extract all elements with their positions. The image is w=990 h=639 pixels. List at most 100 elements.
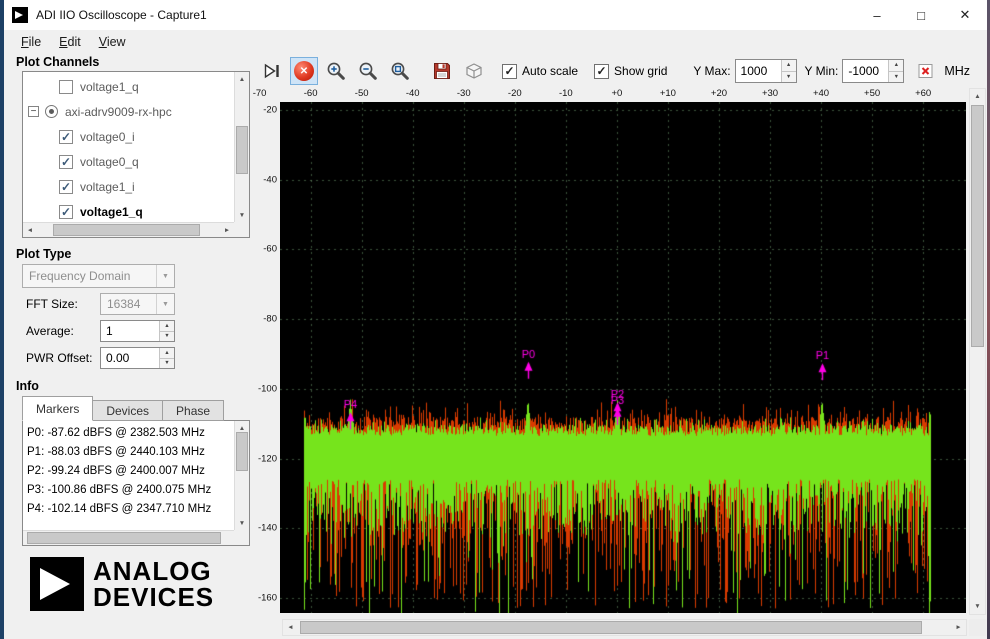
plot-type-label: Plot Type bbox=[16, 247, 72, 261]
close-plot-button[interactable] bbox=[912, 57, 940, 85]
collapse-icon[interactable]: − bbox=[28, 106, 39, 117]
scroll-up-icon[interactable]: ▲ bbox=[238, 424, 246, 432]
plot-vertical-scrollbar[interactable]: ▲ ▼ bbox=[969, 88, 986, 615]
spin-up-icon[interactable]: ▲ bbox=[160, 321, 174, 331]
x-axis-ticks: -70 -60 -50 -40 -30 -20 -10 +0 +10 +20 +30 +40 +50 +6… bbox=[253, 88, 966, 101]
scrollbar-thumb[interactable] bbox=[27, 532, 222, 544]
channel-checkbox[interactable]: ✓ bbox=[59, 179, 73, 194]
unit-label: MHz bbox=[944, 64, 971, 78]
device-radio[interactable] bbox=[45, 105, 58, 118]
menubar: File Edit View bbox=[4, 30, 987, 53]
window-title: ADI IIO Oscilloscope - Capture1 bbox=[36, 8, 207, 22]
checkbox-icon: ✓ bbox=[594, 63, 610, 79]
menu-edit[interactable]: Edit bbox=[59, 34, 81, 49]
channel-checkbox[interactable]: ✓ bbox=[59, 154, 73, 169]
plot-horizontal-scrollbar[interactable]: ◄ ► bbox=[282, 619, 967, 636]
tab-markers[interactable]: Markers bbox=[22, 396, 94, 421]
plot-type-dropdown[interactable]: Frequency Domain ▼ bbox=[22, 264, 175, 288]
spin-down-icon[interactable]: ▼ bbox=[781, 70, 796, 82]
y-max-spinner[interactable]: 1000 ▲ ▼ bbox=[734, 59, 797, 83]
scroll-left-icon[interactable]: ◄ bbox=[26, 226, 34, 234]
tab-devices[interactable]: Devices bbox=[93, 400, 164, 421]
menu-view[interactable]: View bbox=[98, 34, 126, 49]
y-tick: -160 bbox=[257, 592, 277, 604]
tree-item-voltage1i[interactable]: ✓ voltage1_i bbox=[59, 179, 135, 194]
chevron-down-icon: ▼ bbox=[156, 294, 174, 314]
average-label: Average: bbox=[26, 324, 74, 338]
channel-checkbox[interactable]: ✓ bbox=[59, 129, 73, 144]
scrollbar-thumb[interactable] bbox=[236, 431, 248, 472]
chevron-down-icon: ▼ bbox=[156, 265, 174, 287]
fft-size-dropdown[interactable]: 16384 ▼ bbox=[100, 293, 175, 315]
spin-down-icon[interactable]: ▼ bbox=[160, 330, 174, 341]
marker-readout[interactable]: P4: -102.14 dBFS @ 2347.710 MHz bbox=[27, 503, 212, 515]
x-tick: +0 bbox=[611, 88, 623, 99]
close-button[interactable]: ✕ bbox=[959, 7, 971, 22]
info-vertical-scrollbar[interactable]: ▲ ▼ bbox=[234, 421, 249, 530]
scroll-down-icon[interactable]: ▼ bbox=[974, 603, 981, 610]
scrollbar-thumb[interactable] bbox=[971, 105, 984, 347]
tree-item-voltage0q[interactable]: ✓ voltage0_q bbox=[59, 154, 139, 169]
scroll-up-icon[interactable]: ▲ bbox=[974, 93, 981, 100]
x-tick: -30 bbox=[456, 88, 471, 99]
zoom-out-button[interactable] bbox=[354, 57, 382, 85]
scrollbar-thumb[interactable] bbox=[52, 224, 201, 236]
y-tick: -100 bbox=[257, 383, 277, 395]
tree-horizontal-scrollbar[interactable]: ◄ ► bbox=[23, 222, 234, 237]
channel-checkbox[interactable]: ✓ bbox=[59, 79, 73, 94]
channel-checkbox[interactable]: ✓ bbox=[59, 204, 73, 219]
zoom-fit-button[interactable] bbox=[386, 57, 414, 85]
info-horizontal-scrollbar[interactable] bbox=[23, 530, 234, 545]
scrollbar-thumb[interactable] bbox=[300, 621, 922, 634]
scroll-down-icon[interactable]: ▼ bbox=[238, 519, 246, 527]
marker-readout[interactable]: P3: -100.86 dBFS @ 2400.075 MHz bbox=[27, 484, 212, 496]
stop-button[interactable]: ✕ bbox=[290, 57, 318, 85]
maximize-button[interactable]: □ bbox=[917, 7, 925, 23]
spin-up-icon[interactable]: ▲ bbox=[781, 60, 796, 71]
spin-down-icon[interactable]: ▼ bbox=[160, 357, 174, 368]
tab-phase[interactable]: Phase bbox=[163, 400, 225, 421]
y-axis-ticks: -20 -40 -60 -80 -100 -120 -140 -160 bbox=[253, 102, 278, 613]
auto-scale-checkbox[interactable]: ✓ Auto scale bbox=[502, 63, 582, 79]
x-tick: -50 bbox=[354, 88, 369, 99]
spin-up-icon[interactable]: ▲ bbox=[160, 348, 174, 358]
spin-up-icon[interactable]: ▲ bbox=[889, 60, 904, 71]
x-tick: -10 bbox=[558, 88, 573, 99]
tree-item-voltage1q-other[interactable]: ✓ voltage1_q bbox=[23, 74, 234, 99]
stop-icon: ✕ bbox=[294, 61, 314, 81]
pwr-offset-spinner[interactable]: 0.00 ▲ ▼ bbox=[100, 347, 175, 369]
y-max-label: Y Max: bbox=[693, 64, 731, 78]
menu-file[interactable]: File bbox=[21, 34, 42, 49]
spectrum-plot[interactable] bbox=[280, 102, 966, 613]
scrollbar-thumb[interactable] bbox=[236, 126, 248, 174]
y-tick: -60 bbox=[263, 243, 277, 255]
marker-readout[interactable]: P1: -88.03 dBFS @ 2440.103 MHz bbox=[27, 446, 205, 458]
y-min-spinner[interactable]: -1000 ▲ ▼ bbox=[842, 59, 905, 83]
titlebar: ADI IIO Oscilloscope - Capture1 – □ ✕ bbox=[4, 0, 987, 30]
app-logo-icon bbox=[12, 7, 28, 23]
scroll-right-icon[interactable]: ► bbox=[223, 226, 231, 234]
save-button[interactable] bbox=[428, 57, 456, 85]
scroll-down-icon[interactable]: ▼ bbox=[238, 211, 246, 219]
scroll-right-icon[interactable]: ► bbox=[955, 624, 962, 631]
show-grid-checkbox[interactable]: ✓ Show grid bbox=[594, 63, 671, 79]
tree-item-device[interactable]: − axi-adrv9009-rx-hpc bbox=[23, 99, 234, 124]
y-tick: -80 bbox=[263, 313, 277, 325]
zoom-in-button[interactable] bbox=[322, 57, 350, 85]
tree-vertical-scrollbar[interactable]: ▲ ▼ bbox=[234, 72, 249, 222]
tree-item-voltage1q[interactable]: ✓ voltage1_q bbox=[59, 204, 143, 219]
scroll-left-icon[interactable]: ◄ bbox=[287, 624, 294, 631]
scroll-up-icon[interactable]: ▲ bbox=[238, 75, 246, 83]
new-plot-button[interactable] bbox=[460, 57, 488, 85]
spin-down-icon[interactable]: ▼ bbox=[889, 70, 904, 82]
average-spinner[interactable]: 1 ▲ ▼ bbox=[100, 320, 175, 342]
minimize-button[interactable]: – bbox=[873, 7, 881, 23]
x-tick: +50 bbox=[864, 88, 881, 99]
analog-devices-logo: ANALOG DEVICES bbox=[30, 557, 214, 611]
info-panel: P0: -87.62 dBFS @ 2382.503 MHz P1: -88.0… bbox=[22, 420, 250, 546]
capture-play-button[interactable] bbox=[258, 57, 286, 85]
x-tick: -40 bbox=[405, 88, 420, 99]
marker-readout[interactable]: P0: -87.62 dBFS @ 2382.503 MHz bbox=[27, 427, 205, 439]
marker-readout[interactable]: P2: -99.24 dBFS @ 2400.007 MHz bbox=[27, 465, 205, 477]
tree-item-voltage0i[interactable]: ✓ voltage0_i bbox=[59, 129, 135, 144]
